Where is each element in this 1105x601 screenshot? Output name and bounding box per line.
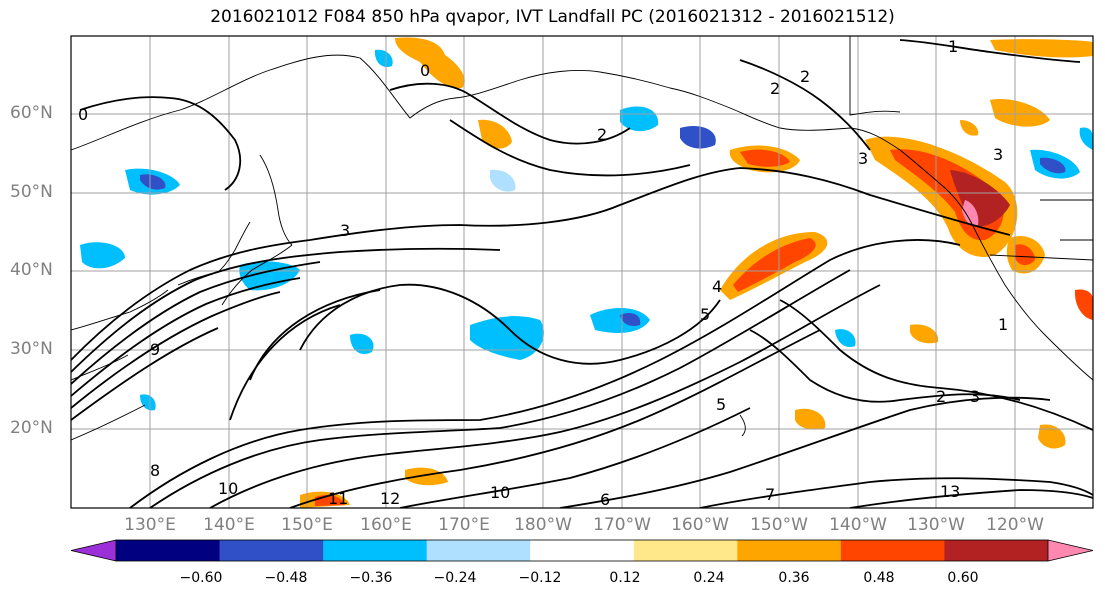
colorbar-segment bbox=[737, 540, 842, 561]
colorbar-tick: 0.24 bbox=[693, 570, 725, 586]
colorbar-tick: −0.36 bbox=[349, 570, 393, 586]
lon-label-130e: 130°E bbox=[124, 515, 176, 535]
contour-label: 2 bbox=[800, 67, 810, 86]
colorbar-extend-high bbox=[1048, 540, 1093, 561]
colorbar-segment bbox=[840, 540, 945, 561]
lon-label-150w: 150°W bbox=[750, 515, 808, 535]
colorbar-tick: 0.48 bbox=[863, 570, 895, 586]
lon-label-170e: 170°E bbox=[438, 515, 490, 535]
colorbar-segments bbox=[71, 540, 1093, 561]
contour-label: 11 bbox=[328, 489, 348, 508]
contour-label: 10 bbox=[490, 483, 510, 502]
lon-label-160w: 160°W bbox=[671, 515, 729, 535]
lat-label-60n: 60°N bbox=[10, 103, 53, 123]
contour-label: 5 bbox=[716, 395, 726, 414]
contour-label: 10 bbox=[218, 479, 238, 498]
lon-label-140e: 140°E bbox=[203, 515, 255, 535]
contour-label: 2 bbox=[936, 387, 946, 406]
lat-label-30n: 30°N bbox=[10, 339, 53, 359]
lon-label-150e: 150°E bbox=[281, 515, 333, 535]
contour-label: 9 bbox=[150, 340, 160, 359]
map-frame bbox=[70, 35, 1094, 509]
map-plot-area: 0 0 1 2 2 2 3 3 3 4 5 5 6 7 8 9 10 10 11… bbox=[71, 36, 1093, 509]
colorbar-segment bbox=[944, 540, 1049, 561]
colorbar-extend-low bbox=[71, 540, 116, 561]
graticule bbox=[71, 36, 1093, 508]
colorbar-tick: −0.12 bbox=[518, 570, 562, 586]
lat-label-20n: 20°N bbox=[10, 418, 53, 438]
contour-label: 5 bbox=[700, 305, 710, 324]
contour-label: 8 bbox=[150, 461, 160, 480]
contour-label: 3 bbox=[970, 387, 980, 406]
ivt-contours bbox=[71, 39, 1093, 508]
colorbar-tick: 0.36 bbox=[778, 570, 810, 586]
colorbar-segment bbox=[530, 540, 635, 561]
colorbar-tick: −0.60 bbox=[179, 570, 223, 586]
map-title: 2016021012 F084 850 hPa qvapor, IVT Land… bbox=[210, 7, 895, 27]
negative-anomaly-shading bbox=[80, 49, 1093, 411]
lon-label-130w: 130°W bbox=[907, 515, 965, 535]
colorbar-tick: 0.60 bbox=[947, 570, 979, 586]
contour-label: 13 bbox=[940, 482, 960, 501]
colorbar-tick: −0.24 bbox=[433, 570, 477, 586]
contour-label: 3 bbox=[993, 145, 1003, 164]
contour-label: 1 bbox=[998, 315, 1008, 334]
lat-label-40n: 40°N bbox=[10, 260, 53, 280]
lon-label-170w: 170°W bbox=[593, 515, 651, 535]
positive-anomaly-shading bbox=[300, 37, 1093, 508]
contour-label: 1 bbox=[948, 37, 958, 56]
lon-label-140w: 140°W bbox=[829, 515, 887, 535]
contour-label: 12 bbox=[380, 489, 400, 508]
colorbar-tick: −0.48 bbox=[264, 570, 308, 586]
contour-label: 0 bbox=[78, 105, 88, 124]
contour-label: 2 bbox=[597, 125, 607, 144]
contour-label: 4 bbox=[712, 277, 722, 296]
contour-label: 0 bbox=[420, 61, 430, 80]
contour-labels: 0 0 1 2 2 2 3 3 3 4 5 5 6 7 8 9 10 10 11… bbox=[78, 37, 1008, 509]
contour-label: 2 bbox=[770, 79, 780, 98]
coastlines bbox=[71, 36, 1093, 441]
lon-label-180w: 180°W bbox=[514, 515, 572, 535]
colorbar-segment bbox=[116, 540, 221, 561]
contour-label: 6 bbox=[600, 490, 610, 509]
colorbar-segment bbox=[426, 540, 531, 561]
colorbar-tick: 0.12 bbox=[609, 570, 641, 586]
lon-label-160e: 160°E bbox=[360, 515, 412, 535]
contour-label: 3 bbox=[858, 149, 868, 168]
contour-label: 7 bbox=[765, 485, 775, 504]
colorbar-segment bbox=[633, 540, 738, 561]
colorbar bbox=[70, 539, 1094, 562]
lon-label-120w: 120°W bbox=[986, 515, 1044, 535]
colorbar-segment bbox=[219, 540, 324, 561]
colorbar-segment bbox=[323, 540, 428, 561]
lat-label-50n: 50°N bbox=[10, 182, 53, 202]
contour-label: 3 bbox=[340, 221, 350, 240]
